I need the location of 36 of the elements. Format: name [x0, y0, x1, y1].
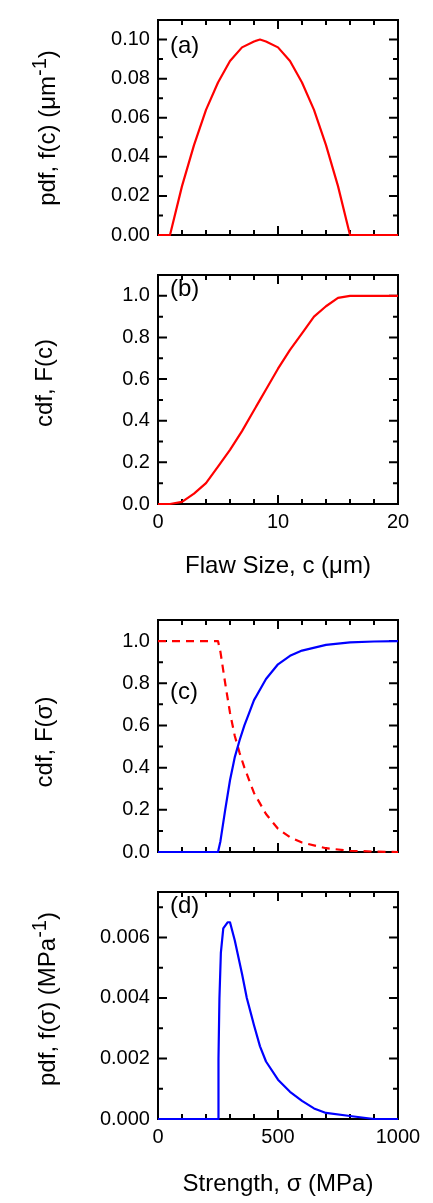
y-tick-label: 0.10: [111, 27, 150, 50]
annotation: (a): [170, 30, 200, 58]
y-tick-label: 0.006: [99, 924, 150, 947]
annotation: (c): [170, 676, 198, 704]
x-tick-label: 20: [386, 509, 410, 532]
y-tick-label: 0.04: [111, 144, 150, 167]
x-tick-label: 1000: [375, 1124, 421, 1147]
x-tick-label: 0: [152, 509, 164, 532]
y-tick-label: 0.6: [122, 712, 150, 735]
y-tick-label: 0.2: [122, 797, 150, 820]
x-axis-title: Strength, σ (MPa): [182, 1169, 374, 1197]
y-tick-label: 0.8: [122, 670, 150, 693]
y-tick-label: 1.0: [122, 283, 150, 306]
y-tick-label: 0.0: [122, 839, 150, 862]
y-axis-title: cdf, F(σ): [30, 696, 57, 788]
y-tick-label: 0.002: [99, 1045, 150, 1068]
y-tick-label: 0.00: [111, 222, 150, 245]
x-axis-title: Flaw Size, c (μm): [185, 551, 371, 579]
y-tick-label: 0.8: [122, 324, 150, 347]
annotation: (d): [170, 890, 200, 918]
y-axis-title: cdf, F(c): [30, 339, 57, 427]
y-tick-label: 0.06: [111, 105, 150, 128]
y-tick-label: 0.02: [111, 183, 150, 206]
x-tick-label: 0: [152, 1124, 164, 1147]
y-tick-label: 0.4: [122, 755, 150, 778]
y-tick-label: 0.08: [111, 66, 150, 89]
x-tick-label: 10: [266, 509, 290, 532]
x-tick-label: 500: [261, 1124, 295, 1147]
y-tick-label: 0.4: [122, 408, 150, 431]
y-tick-label: 0.0: [122, 491, 150, 514]
y-tick-label: 1.0: [122, 628, 150, 651]
y-tick-label: 0.004: [99, 985, 150, 1008]
y-tick-label: 0.2: [122, 449, 150, 472]
annotation: (b): [170, 273, 200, 301]
y-tick-label: 0.6: [122, 366, 150, 389]
y-tick-label: 0.000: [99, 1106, 150, 1129]
